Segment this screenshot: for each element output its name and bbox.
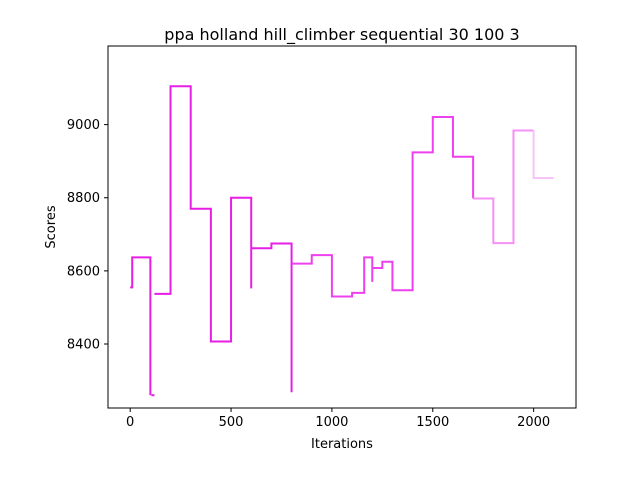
- chart-title: ppa holland hill_climber sequential 30 1…: [164, 25, 519, 45]
- y-tick-label-2: 8800: [67, 191, 100, 206]
- x-tick-label-3: 1500: [416, 415, 449, 430]
- series-line-segment-0: [130, 256, 152, 396]
- x-tick-label-0: 0: [126, 415, 134, 430]
- series-line-segment-2: [154, 85, 253, 343]
- x-axis-ticks: 0 500 1000 1500 2000: [126, 408, 550, 430]
- y-axis-ticks: 8400 8600 8800 9000: [67, 118, 108, 353]
- x-axis-label: Iterations: [311, 437, 373, 452]
- plot-lines: [130, 85, 554, 397]
- series-line-segment-3: [251, 242, 293, 393]
- y-tick-label-3: 9000: [67, 118, 100, 133]
- y-tick-label-1: 8600: [67, 264, 100, 279]
- y-tick-label-0: 8400: [67, 338, 100, 353]
- plot-frame: [107, 45, 577, 409]
- x-tick-label-4: 2000: [517, 415, 550, 430]
- series-line-segment-6: [473, 129, 534, 245]
- series-line-segment-4: [292, 254, 374, 298]
- series-line-segment-5: [372, 115, 475, 292]
- series-line-segment-7: [532, 130, 554, 179]
- y-axis-label: Scores: [44, 205, 59, 248]
- x-tick-label-2: 1000: [315, 415, 348, 430]
- x-tick-label-1: 500: [219, 415, 244, 430]
